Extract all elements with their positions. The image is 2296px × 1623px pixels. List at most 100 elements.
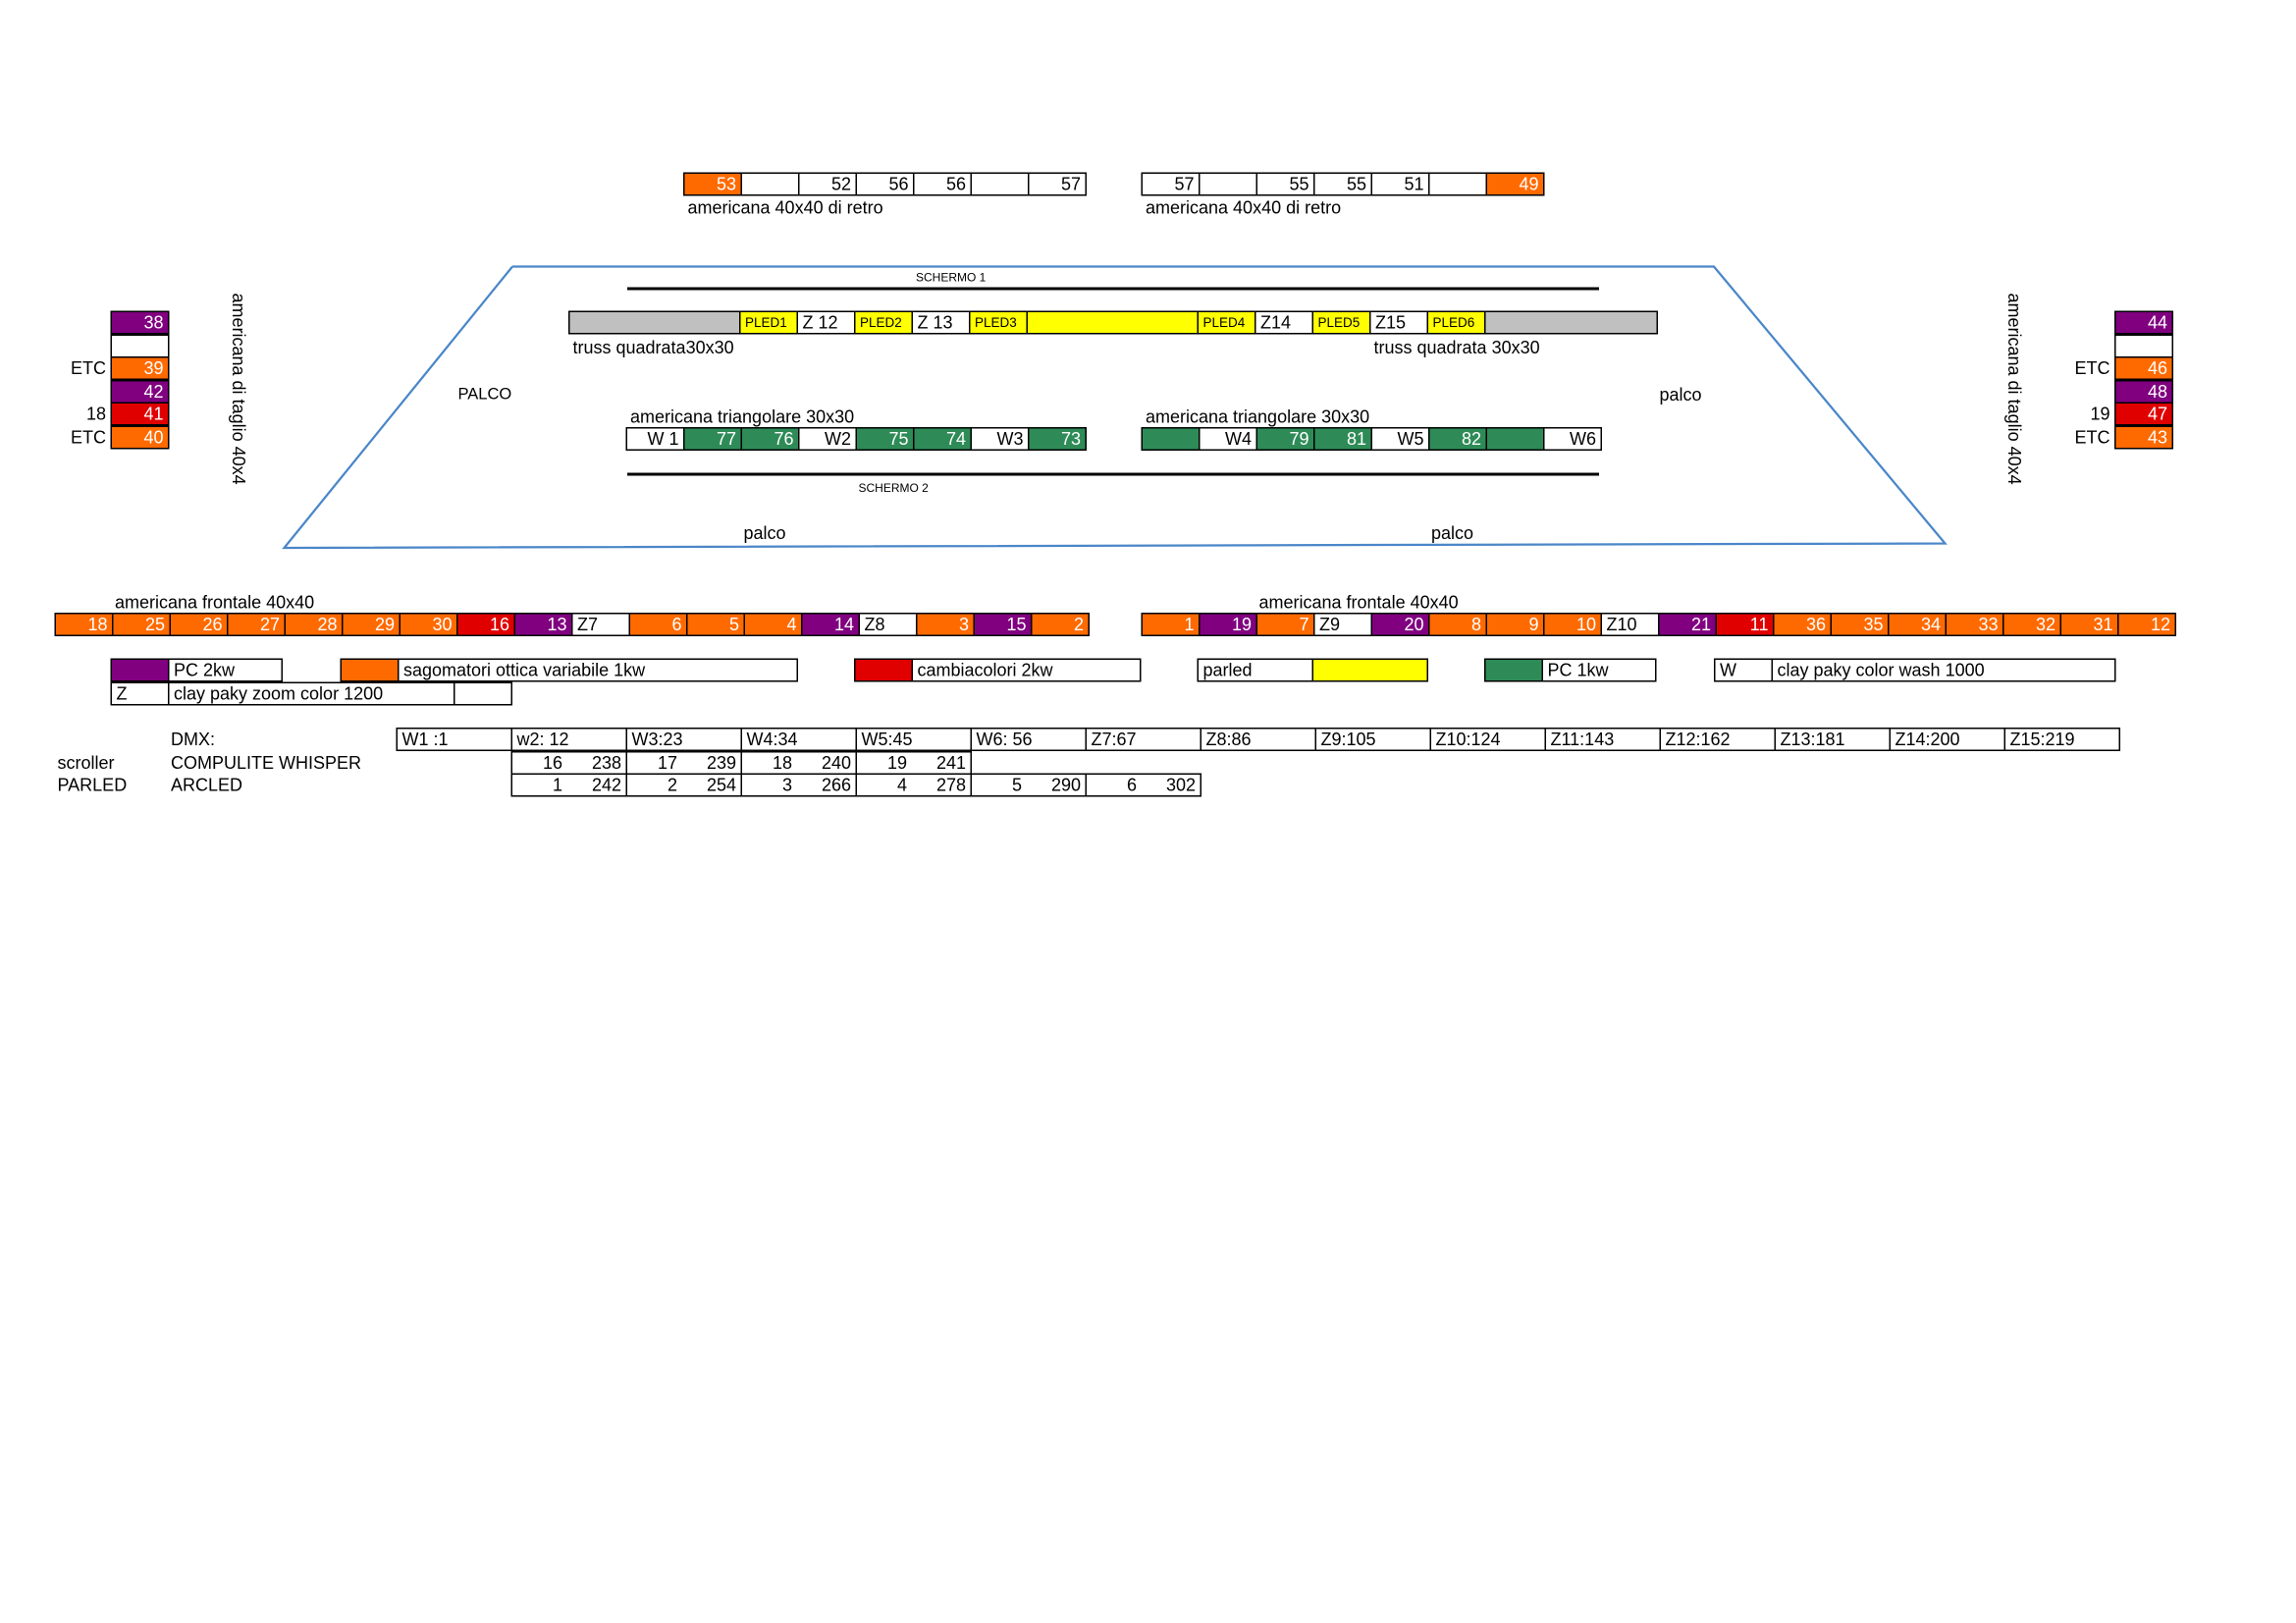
dmx-scroller-3: 18 240	[740, 751, 857, 775]
dmx-scroller-2: 17 239	[625, 751, 742, 775]
dmx-scroller-address: 240	[821, 752, 851, 774]
truss-cell-10: PLED5	[1311, 310, 1371, 335]
dmx-address-15: Z15:219	[2003, 728, 2120, 751]
stage-label-top-right: palco	[1659, 384, 1702, 406]
side-right-cell-3: 46	[2114, 356, 2173, 381]
screen-1-line	[627, 287, 1599, 291]
front-left-cell-16: 3	[916, 613, 975, 636]
dmx-parled-id: 3	[781, 775, 792, 795]
legend-swatch-orange	[340, 658, 400, 682]
legend-swatch-green	[1484, 658, 1543, 682]
screen-1-label: SCHERMO 1	[916, 271, 987, 285]
truss-cell-5: Z 13	[911, 310, 971, 335]
side-left-note-6: ETC	[71, 427, 106, 448]
front-right-cell-17: 31	[2059, 613, 2119, 636]
dmx-address-4: W4:34	[740, 728, 857, 751]
legend-z-desc: clay paky zoom color 1200	[168, 681, 455, 706]
side-right-cell-2	[2114, 333, 2173, 357]
dmx-parled-id: 2	[667, 775, 677, 795]
dmx-address-7: Z7:67	[1085, 728, 1201, 751]
tri-right-cell-6: 82	[1428, 427, 1487, 451]
front-right-cell-4: Z9	[1313, 613, 1372, 636]
scroller-model: COMPULITE WHISPER	[171, 752, 362, 774]
legend-w-key: W	[1714, 658, 1773, 682]
truss-cell-9: Z14	[1255, 310, 1313, 335]
rear-left-cell-6	[970, 172, 1030, 196]
truss-cell-4: PLED2	[854, 310, 913, 335]
tri-left-cell-2: 77	[683, 427, 742, 451]
dmx-parled-address: 254	[706, 775, 736, 795]
front-left-cell-7: 30	[399, 613, 458, 636]
truss-cell-6: PLED3	[969, 310, 1028, 335]
dmx-address-12: Z12:162	[1659, 728, 1776, 751]
screen-2-line	[627, 472, 1599, 476]
side-left-cell-2	[110, 333, 170, 357]
dmx-parled-id: 6	[1126, 775, 1137, 795]
rear-truss-left-label: americana 40x40 di retro	[687, 197, 883, 218]
dmx-scroller-1: 16 238	[510, 751, 627, 775]
legend-sagomatori: sagomatori ottica variabile 1kw	[398, 658, 798, 682]
rear-truss-right-label: americana 40x40 di retro	[1146, 197, 1342, 218]
dmx-parled-address: 266	[821, 775, 851, 795]
tri-left-cell-3: 76	[740, 427, 800, 451]
side-right-cell-4: 48	[2114, 379, 2173, 404]
dmx-parled-3: 3 266	[740, 773, 857, 797]
truss-cell-3: Z 12	[796, 310, 856, 335]
side-right-note-3: ETC	[2074, 357, 2110, 379]
front-left-cell-15: Z8	[858, 613, 918, 636]
truss-cell-8: PLED4	[1197, 310, 1256, 335]
dmx-scroller-address: 239	[706, 752, 736, 774]
tri-left-cell-7: W3	[970, 427, 1030, 451]
front-right-cell-12: 36	[1773, 613, 1832, 636]
front-left-cell-10: Z7	[571, 613, 630, 636]
tri-left-cell-8: 73	[1028, 427, 1087, 451]
rear-right-cell-6	[1428, 172, 1487, 196]
rear-left-cell-7: 57	[1028, 172, 1087, 196]
parled-label: PARLED	[57, 775, 128, 795]
dmx-address-11: Z11:143	[1544, 728, 1661, 751]
dmx-address-5: W5:45	[855, 728, 972, 751]
legend-w-desc: clay paky color wash 1000	[1771, 658, 2116, 682]
legend-pc2kw: PC 2kw	[168, 658, 283, 682]
side-right-cell-6: 43	[2114, 425, 2173, 450]
dmx-title: DMX:	[171, 729, 215, 750]
tri-right-cell-8: W6	[1543, 427, 1602, 451]
dmx-address-1: W1 :1	[396, 728, 512, 751]
legend-z-key: Z	[110, 681, 170, 706]
tri-truss-right-label: americana triangolare 30x30	[1146, 406, 1370, 427]
tri-right-cell-1	[1141, 427, 1201, 451]
legend-swatch-purple	[110, 658, 170, 682]
front-right-cell-15: 33	[1945, 613, 2004, 636]
side-left-cell-1: 38	[110, 310, 170, 335]
dmx-scroller-id: 16	[542, 752, 562, 774]
truss-cell-13	[1484, 310, 1658, 335]
front-right-cell-16: 32	[2002, 613, 2061, 636]
dmx-scroller-4: 19 241	[855, 751, 972, 775]
front-right-cell-11: 11	[1715, 613, 1775, 636]
rear-left-cell-4: 56	[855, 172, 915, 196]
side-truss-left-label: americana di taglio 40x4	[228, 293, 249, 485]
dmx-parled-6: 6 302	[1085, 773, 1201, 797]
front-left-cell-12: 5	[686, 613, 745, 636]
dmx-parled-id: 4	[896, 775, 907, 795]
legend-parled: parled	[1197, 658, 1313, 682]
dmx-scroller-address: 238	[591, 752, 621, 774]
tri-left-cell-1: W 1	[625, 427, 685, 451]
legend-swatch-yellow	[1311, 658, 1428, 682]
rear-right-cell-7: 49	[1485, 172, 1545, 196]
dmx-scroller-id: 18	[772, 752, 792, 774]
rear-right-cell-3: 55	[1255, 172, 1315, 196]
side-left-cell-5: 41	[110, 403, 170, 427]
legend-swatch-red	[854, 658, 913, 682]
front-left-cell-2: 25	[112, 613, 171, 636]
tri-right-cell-7	[1485, 427, 1545, 451]
dmx-address-3: W3:23	[625, 728, 742, 751]
stage-label-bottom-right: palco	[1431, 522, 1474, 544]
front-right-cell-7: 9	[1485, 613, 1545, 636]
front-left-cell-9: 13	[513, 613, 573, 636]
dmx-parled-id: 1	[552, 775, 562, 795]
front-right-cell-5: 20	[1370, 613, 1430, 636]
tri-right-cell-3: 79	[1255, 427, 1315, 451]
